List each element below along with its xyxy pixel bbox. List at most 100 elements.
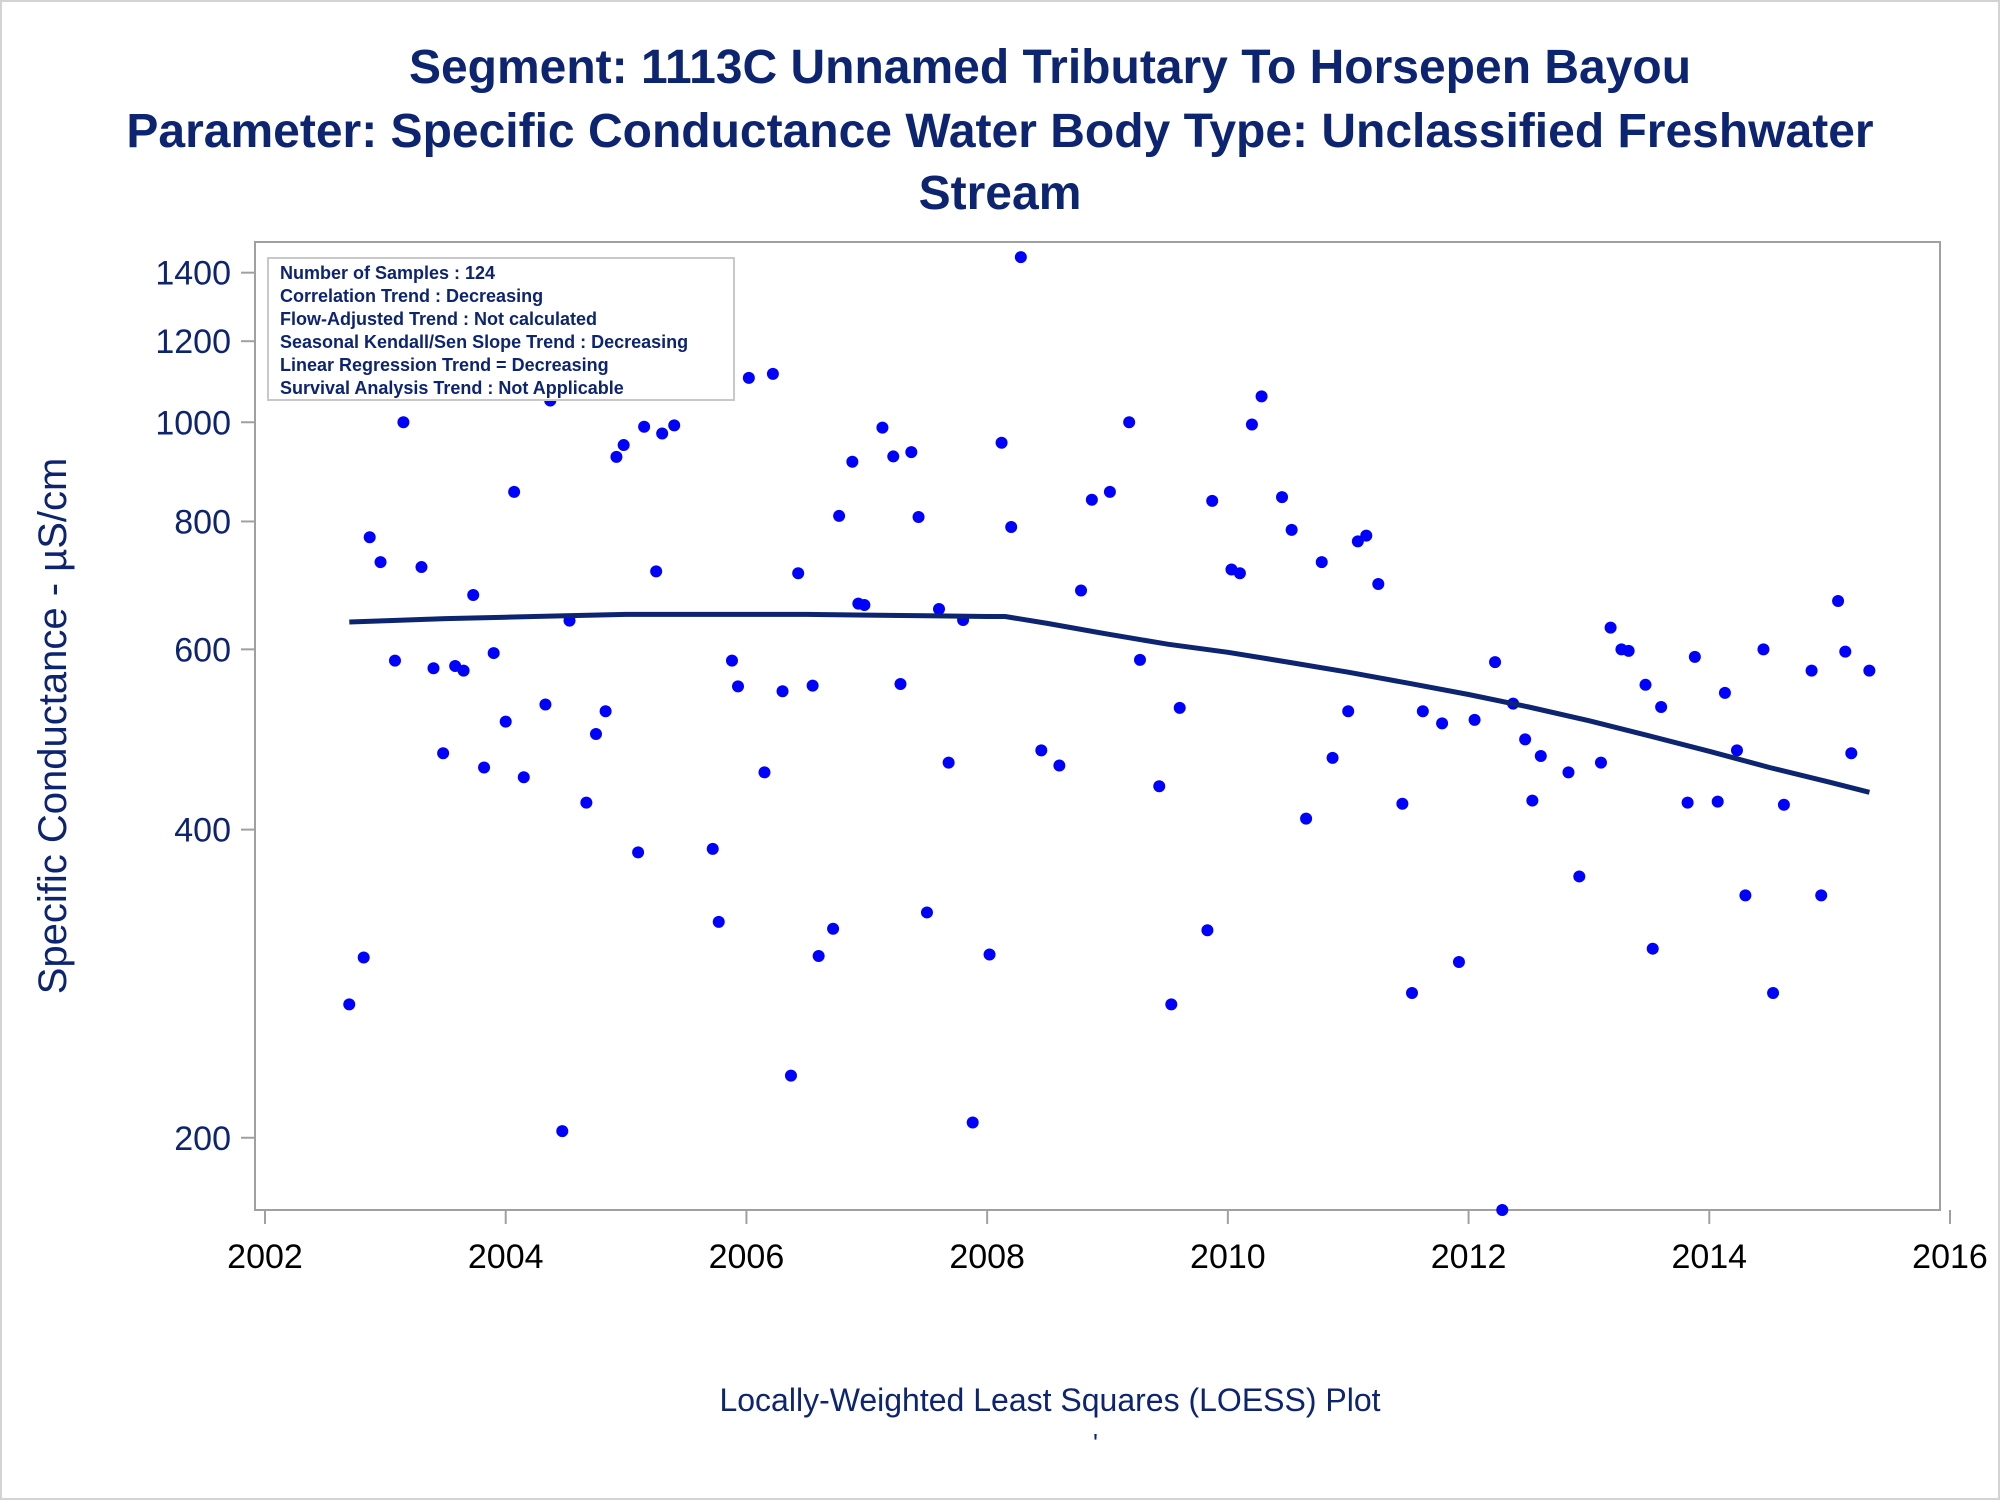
data-point	[905, 446, 918, 459]
data-point	[1005, 521, 1018, 534]
x-tick-label: 2004	[468, 1238, 544, 1276]
x-tick-label: 2012	[1431, 1238, 1507, 1276]
data-point	[1123, 416, 1136, 429]
data-point	[1436, 717, 1449, 730]
data-point	[1526, 794, 1539, 807]
loess-trend-line	[349, 611, 1871, 795]
data-point	[1245, 418, 1258, 431]
data-point	[912, 511, 925, 524]
data-point	[1519, 733, 1532, 746]
data-point	[1489, 656, 1502, 669]
data-point	[1085, 493, 1098, 506]
data-point	[363, 531, 376, 544]
data-point	[1360, 529, 1373, 542]
data-point	[1133, 653, 1146, 666]
data-point	[1452, 955, 1465, 968]
data-point	[650, 565, 663, 578]
chart-title-parameter: Parameter: Specific Conductance Water Bo…	[126, 105, 1874, 158]
inset-line: Correlation Trend : Decreasing	[280, 286, 543, 306]
inset-line: Flow-Adjusted Trend : Not calculated	[280, 309, 597, 329]
data-point	[1351, 535, 1364, 548]
data-point	[610, 450, 623, 463]
data-point	[1285, 523, 1298, 536]
footnote-mark: '	[1093, 1428, 1098, 1458]
data-point	[1604, 621, 1617, 634]
chart-title-continuation: Stream	[918, 167, 1082, 220]
data-point	[632, 846, 645, 859]
data-point	[942, 756, 955, 769]
statistics-inset: Number of Samples : 124 Correlation Trend…	[267, 257, 735, 401]
data-point	[1053, 759, 1066, 772]
data-point	[1655, 701, 1668, 714]
data-point	[457, 664, 470, 677]
data-point	[1711, 795, 1724, 808]
data-point	[920, 906, 933, 919]
data-point	[427, 662, 440, 675]
data-point	[1681, 796, 1694, 809]
plot-area	[254, 241, 1941, 1211]
inset-line: Survival Analysis Trend : Not Applicable	[280, 378, 624, 398]
data-point	[1496, 1204, 1509, 1216]
inset-line: Number of Samples : 124	[280, 263, 495, 283]
data-point	[1594, 756, 1607, 769]
data-point	[732, 680, 745, 693]
data-point	[833, 509, 846, 522]
data-point	[397, 416, 410, 429]
data-point	[668, 419, 681, 432]
x-tick-label: 2014	[1671, 1238, 1747, 1276]
data-point	[599, 705, 612, 718]
inset-line: Linear Regression Trend = Decreasing	[280, 355, 609, 375]
y-axis-label: Specific Conductance - µS/cm	[31, 458, 75, 995]
data-point	[1233, 567, 1246, 580]
y-tick-label: 800	[174, 503, 231, 541]
data-point	[1730, 744, 1743, 757]
data-point	[1416, 705, 1429, 718]
y-tick-label: 600	[174, 631, 231, 669]
data-point	[806, 679, 819, 692]
chart-title-segment: Segment: 1113C Unnamed Tributary To Hors…	[408, 41, 1692, 94]
data-point	[1468, 713, 1481, 726]
data-point	[467, 589, 480, 602]
data-point	[827, 922, 840, 935]
data-point	[499, 715, 512, 728]
data-point	[1165, 998, 1178, 1011]
data-point	[1075, 584, 1088, 597]
data-point	[858, 598, 871, 611]
data-point	[706, 842, 719, 855]
data-point	[887, 450, 900, 463]
data-point	[742, 371, 755, 384]
data-point	[1622, 644, 1635, 657]
data-point	[784, 1069, 797, 1082]
data-point	[1342, 705, 1355, 718]
data-point	[556, 1125, 569, 1138]
data-point	[725, 654, 738, 667]
data-point	[1845, 747, 1858, 760]
y-tick-label: 200	[174, 1120, 231, 1158]
data-point	[589, 727, 602, 740]
data-point	[539, 698, 552, 711]
data-point	[876, 421, 889, 434]
data-point	[1300, 812, 1313, 825]
data-point	[758, 766, 771, 779]
data-point	[1562, 766, 1575, 779]
data-point	[1646, 942, 1659, 955]
data-point	[617, 439, 630, 452]
data-point	[1757, 643, 1770, 656]
data-point	[1326, 751, 1339, 764]
data-point	[712, 915, 725, 928]
data-point	[487, 647, 500, 660]
data-point	[1173, 701, 1186, 714]
data-point	[1372, 578, 1385, 591]
data-point	[1153, 780, 1166, 793]
x-tick-label: 2010	[1190, 1238, 1266, 1276]
x-axis: 2002 2004 2006 2008 2010 2012 2014 2016	[227, 1210, 1988, 1276]
data-point	[966, 1116, 979, 1129]
data-point	[1815, 889, 1828, 902]
data-point	[1639, 678, 1652, 691]
data-point	[1103, 485, 1116, 498]
data-point	[517, 771, 530, 784]
data-point	[1206, 494, 1219, 507]
data-point	[766, 367, 779, 380]
data-point	[792, 567, 805, 580]
